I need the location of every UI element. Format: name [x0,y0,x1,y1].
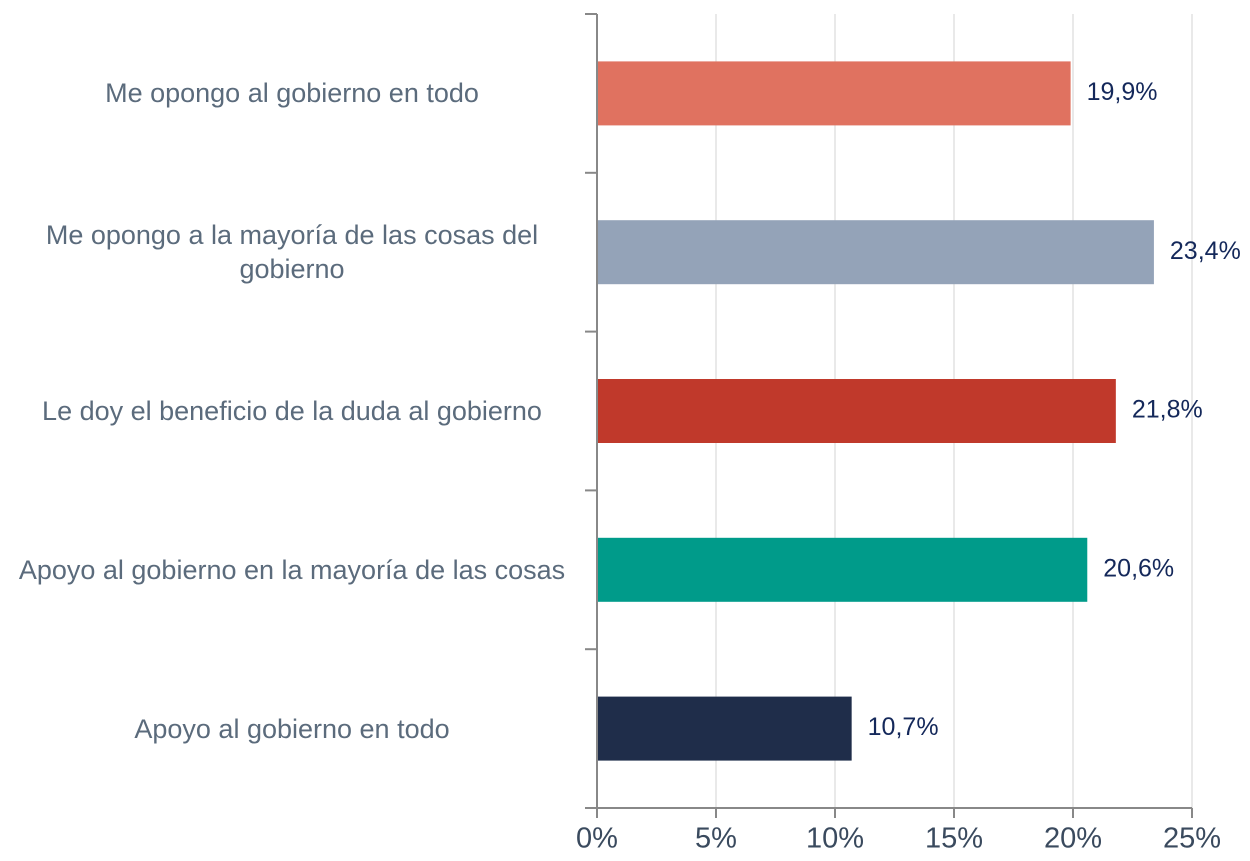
x-tick-label: 5% [695,823,737,855]
x-tick-label: 25% [1163,823,1221,855]
x-tick-label: 10% [806,823,864,855]
x-tick-label: 0% [576,823,618,855]
bar [597,220,1154,285]
y-tick-label: Apoyo al gobierno en todo [134,713,450,744]
bar [597,537,1088,602]
y-tick-label: Me opongo al gobierno en todo [105,78,479,109]
y-tick-label: Apoyo al gobierno en la mayoría de las c… [18,554,566,585]
value-label: 19,9% [1087,78,1158,106]
bar [597,379,1116,443]
value-label: 21,8% [1132,396,1203,424]
value-label: 23,4% [1170,237,1241,265]
bar [597,696,852,761]
value-label: 20,6% [1103,554,1174,582]
x-tick-label: 20% [1044,823,1102,855]
value-label: 10,7% [868,713,939,741]
y-tick-label: Le doy el beneficio de la duda al gobier… [42,396,542,426]
y-tick-label: Me opongo a la mayoría de las cosas del … [45,220,539,285]
bar [597,61,1071,126]
x-tick-label: 15% [925,823,983,855]
